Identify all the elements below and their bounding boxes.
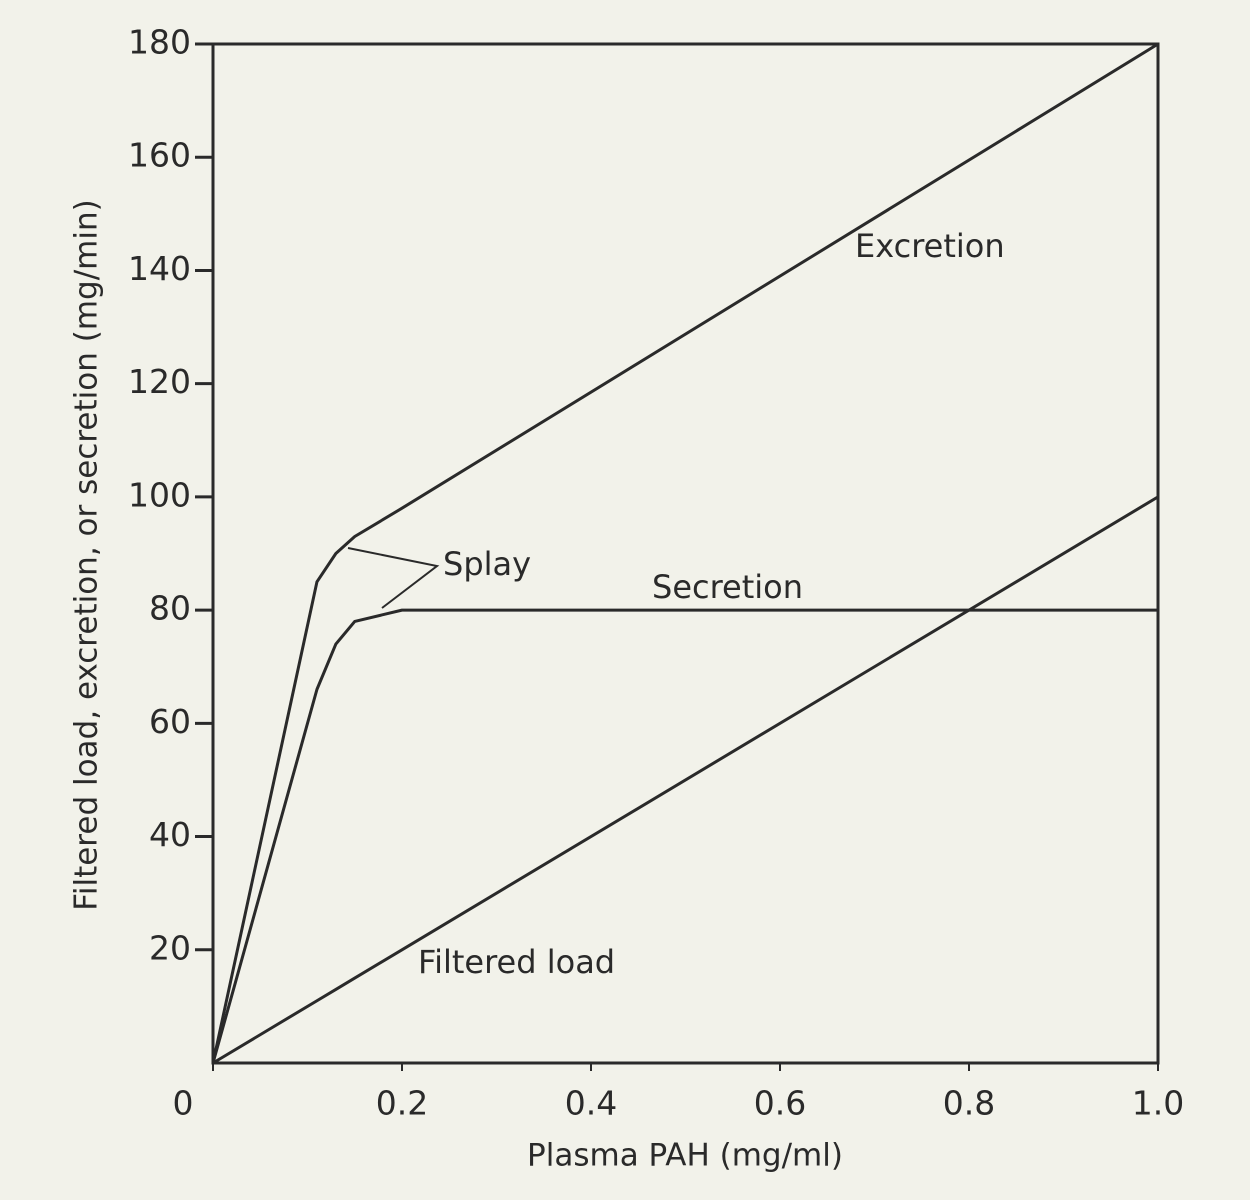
y-tick-label: 120 xyxy=(128,362,191,401)
y-tick-label: 20 xyxy=(149,928,191,967)
x-tick-label: 0.6 xyxy=(754,1084,806,1123)
annotation: Excretion xyxy=(855,227,1005,265)
series-line xyxy=(211,608,1158,1064)
x-tick-label: 0.2 xyxy=(376,1084,428,1123)
x-tick-label: 0.4 xyxy=(565,1084,617,1123)
x-tick-label: 0.8 xyxy=(943,1084,995,1123)
x-tick-label: 0 xyxy=(173,1084,194,1123)
plot-frame xyxy=(211,42,1160,1065)
y-tick-label: 100 xyxy=(128,475,191,514)
y-tick-label: 60 xyxy=(149,702,191,741)
x-axis-title: Plasma PAH (mg/ml) xyxy=(527,1138,843,1174)
annotation: Secretion xyxy=(652,568,803,606)
x-tick-label: 1.0 xyxy=(1132,1084,1184,1123)
annotation: Splay xyxy=(443,545,531,583)
y-tick-label: 40 xyxy=(149,815,191,854)
splay-leader xyxy=(347,547,440,609)
y-tick-label: 140 xyxy=(128,249,191,288)
annotation: Filtered load xyxy=(418,943,615,981)
y-tick-label: 160 xyxy=(128,136,191,175)
series-line xyxy=(212,495,1159,1065)
y-tick-label: 80 xyxy=(149,589,191,628)
y-axis-title: Filtered load, excretion, or secretion (… xyxy=(69,199,105,910)
y-tick-label: 180 xyxy=(128,23,191,62)
series-line xyxy=(211,42,1159,1064)
